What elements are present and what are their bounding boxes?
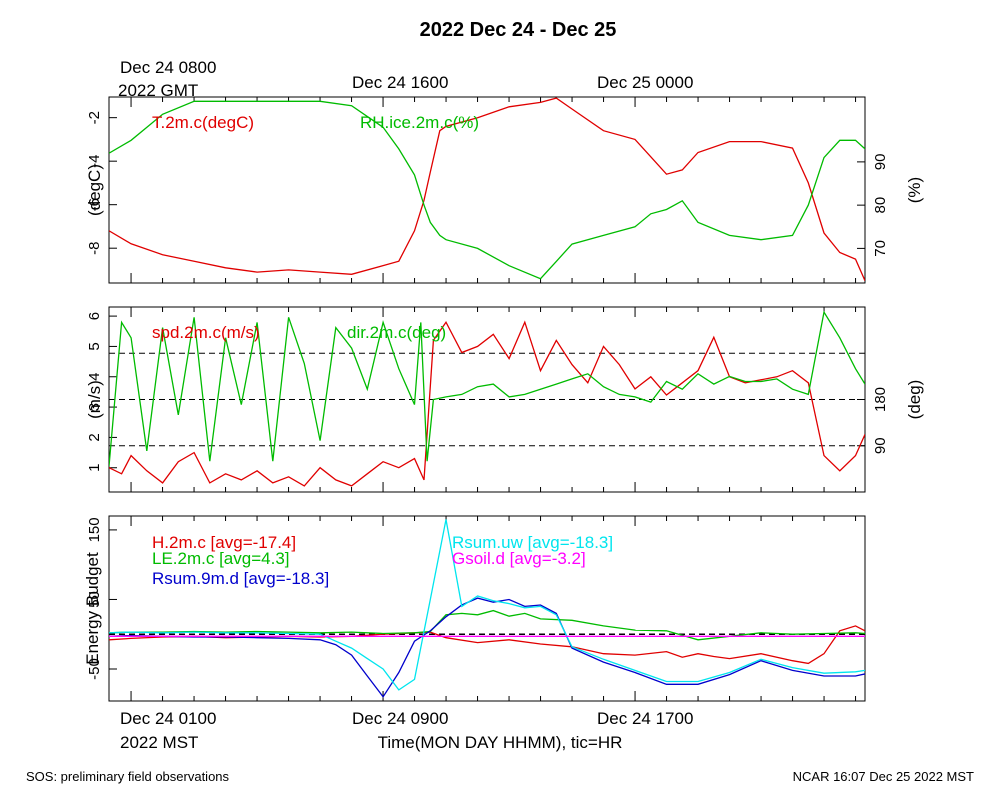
temperature-humidity-frame — [108, 96, 866, 284]
wind-ytick-left-label: 3 — [86, 403, 103, 411]
temperature-humidity-panel: -8 -6 -4 -2 (degC) 70 80 90 (%) T.2m.c(degC) RH.ic… — [85, 96, 924, 284]
temperature-humidity-ytick-right-label: 70 — [872, 240, 889, 257]
top-time-zone: 2022 GMT — [118, 81, 198, 100]
wind-ytick-left-label: 6 — [86, 312, 103, 320]
wind-ylabel-left: (m/s) — [85, 380, 104, 419]
wind-legend-0: spd.2m.c(m/s) — [152, 323, 260, 342]
wind-ytick-right-label: 90 — [872, 437, 889, 454]
temperature-humidity-series-1-line — [109, 100, 865, 280]
temperature-humidity-ytick-left-label: -8 — [86, 242, 103, 255]
wind-legend-1: dir.2m.c(deg) — [347, 323, 446, 342]
wind-panel: 1 2 3 4 5 6 (m/s) 90 180 (deg) spd.2m.c(m/s) dir.2m… — [85, 306, 924, 493]
energy-budget-legend-3: Rsum.uw [avg=-18.3] — [452, 533, 613, 552]
temperature-humidity-legend-0: T.2m.c(degC) — [152, 113, 254, 132]
temperature-humidity-ylabel-left: (degC) — [85, 164, 104, 216]
bottom-time-label-1: Dec 24 0900 — [352, 709, 448, 728]
energy-budget-legend-0: H.2m.c [avg=-17.4] — [152, 533, 296, 552]
bottom-time-label-2: Dec 24 1700 — [597, 709, 693, 728]
energy-budget-ytick-left-label: -50 — [86, 658, 103, 680]
wind-series-0-line — [109, 320, 865, 487]
temperature-humidity-ylabel-right: (%) — [905, 177, 924, 203]
temperature-humidity-ytick-left-label: -6 — [86, 198, 103, 211]
temperature-humidity-ytick-right-label: 90 — [872, 154, 889, 171]
top-time-label-0: Dec 24 0800 — [120, 58, 216, 77]
temperature-humidity-ytick-left-label: -2 — [86, 111, 103, 124]
wind-ylabel-right: (deg) — [905, 380, 924, 420]
energy-budget-legend-4: Gsoil.d [avg=-3.2] — [452, 549, 586, 568]
wind-ytick-left-label: 1 — [86, 464, 103, 472]
energy-budget-ytick-left-label: 150 — [86, 517, 103, 542]
wind-ytick-left-label: 4 — [86, 373, 103, 381]
wind-series-1-line — [109, 310, 865, 467]
chart-title: 2022 Dec 24 - Dec 25 — [420, 19, 617, 41]
energy-budget-frame — [108, 515, 866, 702]
energy-budget-series-3-line — [109, 519, 865, 691]
energy-budget-ytick-left-label: 50 — [86, 591, 103, 608]
energy-budget-series-1-line — [109, 609, 865, 641]
temperature-humidity-legend-1: RH.ice.2m.c(%) — [360, 113, 479, 132]
x-axis-label: Time(MON DAY HHMM), tic=HR — [378, 733, 623, 752]
energy-budget-legend-2: Rsum.9m.d [avg=-18.3] — [152, 569, 329, 588]
top-time-label-2: Dec 25 0000 — [597, 73, 693, 92]
wind-ytick-left-label: 2 — [86, 433, 103, 441]
energy-budget-legend-1: LE.2m.c [avg=4.3] — [152, 549, 290, 568]
energy-budget-panel: -50 50 150 Energy Budget H.2m.c [avg=-17.4]L… — [83, 515, 866, 702]
wind-ytick-left-label: 5 — [86, 342, 103, 350]
bottom-time-zone: 2022 MST — [120, 733, 198, 752]
wind-ytick-right-label: 180 — [872, 387, 889, 412]
top-time-label-1: Dec 24 1600 — [352, 73, 448, 92]
temperature-humidity-ytick-right-label: 80 — [872, 197, 889, 214]
energy-budget-ylabel-left: Energy Budget — [83, 552, 102, 665]
energy-budget-series-0-line — [109, 625, 865, 665]
temperature-humidity-ytick-left-label: -4 — [86, 155, 103, 168]
bottom-time-label-0: Dec 24 0100 — [120, 709, 216, 728]
temperature-humidity-series-0-line — [109, 97, 865, 282]
footer-left: SOS: preliminary field observations — [26, 769, 230, 784]
footer-right: NCAR 16:07 Dec 25 2022 MST — [793, 769, 974, 784]
